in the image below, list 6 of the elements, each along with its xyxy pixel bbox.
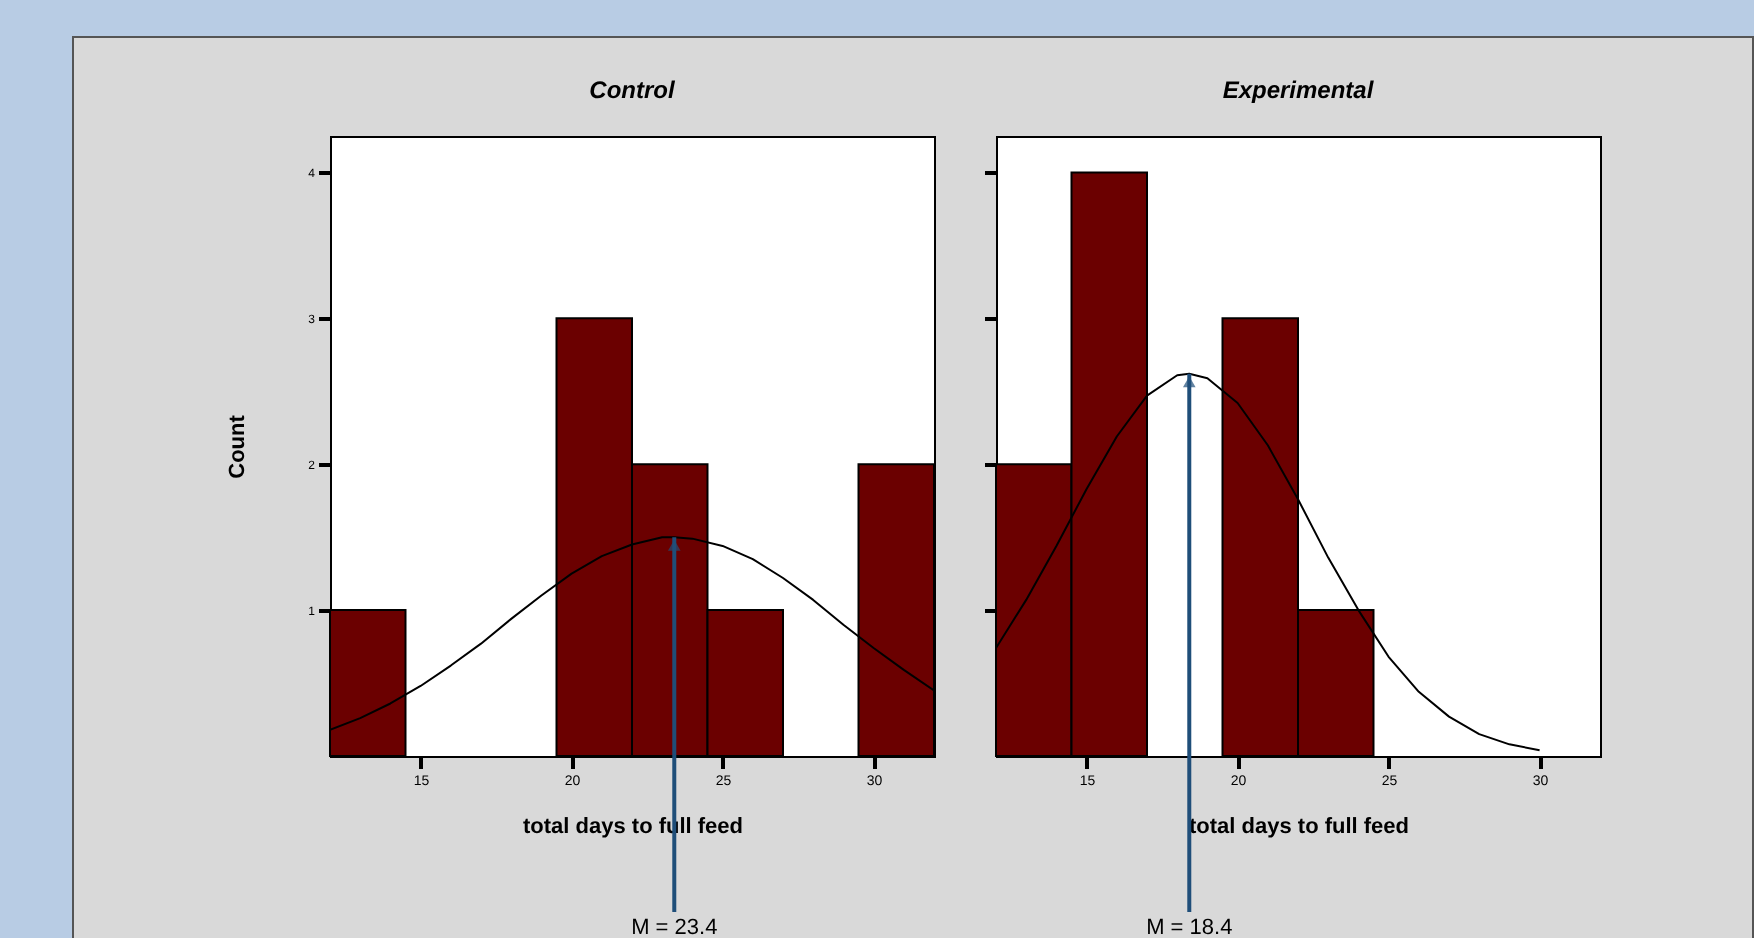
chart-title: Control bbox=[589, 76, 676, 104]
annotation: M = 18.4 bbox=[1146, 916, 1233, 938]
x-axis-title: total days to full feed bbox=[1188, 815, 1410, 839]
annotation: M = 23.4 bbox=[631, 916, 718, 938]
y-axis-title: Count bbox=[226, 414, 251, 479]
chart-title: Experimental bbox=[1222, 76, 1375, 104]
